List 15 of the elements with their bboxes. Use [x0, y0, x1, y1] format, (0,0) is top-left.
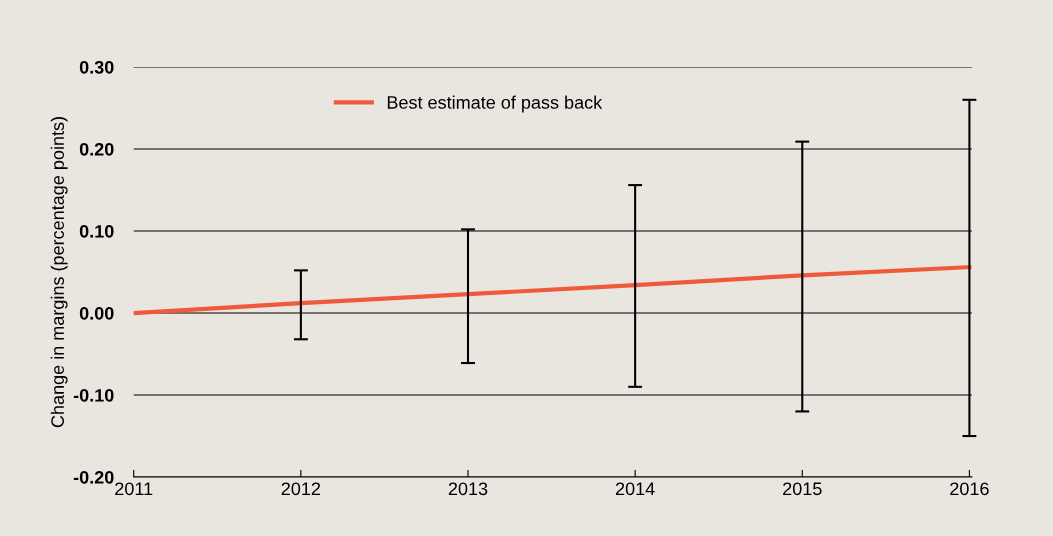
x-tick-label: 2012 [281, 482, 321, 496]
y-axis-title: Change in margins (percentage points) [50, 117, 68, 428]
y-tick-label: -0.10 [73, 388, 114, 402]
x-tick-label: 2016 [950, 482, 989, 496]
legend-label: Best estimate of pass back [387, 95, 603, 113]
y-tick-label: 0.20 [79, 142, 114, 156]
y-tick-label: -0.20 [73, 470, 114, 484]
x-tick-label: 2014 [615, 482, 655, 496]
y-tick-label: 0.00 [79, 306, 114, 320]
x-tick-label: 2011 [115, 482, 153, 496]
x-tick-label: 2015 [783, 482, 822, 496]
line-series [133, 265, 972, 316]
y-tick-label: 0.10 [79, 224, 114, 238]
y-tick-label: 0.30 [79, 60, 114, 74]
x-tick-label: 2013 [448, 482, 488, 496]
